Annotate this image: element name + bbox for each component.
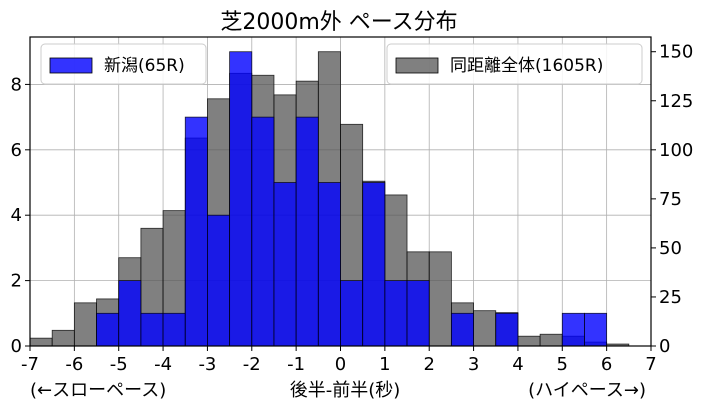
right-y-tick-label: 150 (659, 42, 693, 63)
legend-label-niigata: 新潟(65R) (104, 56, 185, 76)
x-tick-label: 1 (379, 354, 390, 375)
x-tick-label: 4 (512, 354, 523, 375)
chart-title: 芝2000m外 ペース分布 (220, 10, 457, 35)
legend-box (386, 43, 643, 85)
all-bar (539, 333, 563, 347)
niigata-bar (184, 116, 208, 347)
all-bar (29, 337, 53, 347)
niigata-bar (450, 312, 474, 347)
right-y-tick-label: 50 (659, 238, 682, 259)
all-bar (428, 251, 452, 347)
legend-niigata: 新潟(65R) (40, 43, 207, 85)
x-tick-label: -3 (198, 354, 216, 375)
x-tick-label: 6 (601, 354, 612, 375)
x-annotation-right: (ハイペース→) (528, 380, 646, 401)
all-bar (473, 310, 497, 347)
niigata-bar (317, 182, 341, 347)
niigata-bar (295, 116, 319, 347)
x-tick-label: -4 (154, 354, 172, 375)
legend-all: 同距離全体(1605R) (386, 43, 643, 85)
niigata-bar (162, 312, 186, 347)
legend-swatch-all (395, 57, 439, 74)
niigata-bar (273, 182, 297, 347)
x-tick-label: 7 (645, 354, 656, 375)
niigata-bar (406, 280, 430, 347)
legend-box (40, 43, 207, 85)
x-tick-label: 3 (468, 354, 479, 375)
x-tick-label: -2 (243, 354, 261, 375)
niigata-bar (340, 280, 364, 347)
niigata-bar (118, 280, 142, 347)
right-y-tick-label: 0 (659, 336, 670, 357)
legend-label-all: 同距離全体(1605R) (450, 56, 603, 76)
niigata-bar (384, 280, 408, 347)
right-y-tick-label: 75 (659, 189, 682, 210)
niigata-bar (561, 312, 585, 347)
niigata-bar (251, 116, 275, 347)
x-axis-label: 後半-前半(秒) (290, 380, 401, 401)
left-y-tick-label: 2 (11, 271, 22, 292)
all-bar (517, 335, 541, 347)
x-tick-label: 0 (335, 354, 346, 375)
left-y-tick-label: 0 (11, 336, 22, 357)
x-annotation-left: (←スローペース) (30, 380, 166, 401)
niigata-bar (495, 312, 519, 347)
right-y-axis-ticks: 0 25 50 75 100 125 150 (651, 42, 693, 357)
niigata-bar (229, 51, 253, 347)
right-y-tick-label: 100 (659, 140, 693, 161)
niigata-bar (207, 214, 231, 347)
niigata-bar (140, 312, 164, 347)
left-y-tick-label: 8 (11, 74, 22, 95)
legend-swatch-niigata (49, 57, 93, 74)
right-y-tick-label: 25 (659, 287, 682, 308)
x-tick-label: -1 (287, 354, 305, 375)
left-y-axis-ticks: 0 2 4 6 8 (11, 74, 30, 357)
x-tick-label: -7 (21, 354, 39, 375)
right-y-tick-label: 125 (659, 91, 693, 112)
x-axis-ticks: -7 -6 -5 -4 -3 -2 -1 0 1 2 3 4 5 6 7 (21, 346, 657, 375)
all-bar (51, 329, 75, 347)
x-tick-label: -5 (110, 354, 128, 375)
all-bar (73, 302, 97, 347)
left-y-tick-label: 4 (11, 205, 22, 226)
niigata-bar (362, 182, 386, 347)
left-y-tick-label: 6 (11, 140, 22, 161)
niigata-bar (584, 312, 608, 347)
x-tick-label: -6 (65, 354, 83, 375)
x-tick-label: 5 (557, 354, 568, 375)
x-tick-label: 2 (423, 354, 434, 375)
niigata-bar (96, 312, 120, 347)
